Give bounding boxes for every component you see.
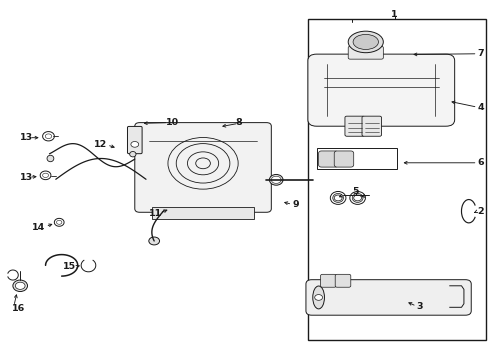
Text: 10: 10 (165, 118, 179, 127)
Text: 3: 3 (416, 302, 422, 311)
Bar (316, 148, 396, 169)
Text: 5: 5 (352, 187, 358, 196)
Ellipse shape (347, 31, 383, 53)
Ellipse shape (269, 175, 283, 185)
Text: 6: 6 (477, 158, 483, 167)
Ellipse shape (47, 155, 54, 162)
Circle shape (15, 282, 25, 289)
Text: 16: 16 (11, 303, 24, 312)
Text: 11: 11 (149, 209, 162, 218)
Circle shape (131, 141, 139, 147)
Ellipse shape (351, 193, 362, 202)
FancyBboxPatch shape (333, 151, 353, 167)
Text: 9: 9 (292, 200, 298, 209)
Text: 12: 12 (94, 140, 107, 149)
FancyBboxPatch shape (347, 46, 383, 59)
FancyBboxPatch shape (305, 280, 470, 315)
Circle shape (333, 195, 341, 201)
Ellipse shape (13, 280, 27, 292)
Bar (307, 19, 485, 339)
Ellipse shape (332, 193, 343, 202)
FancyBboxPatch shape (307, 54, 454, 126)
Ellipse shape (129, 152, 136, 157)
FancyBboxPatch shape (361, 116, 381, 136)
FancyBboxPatch shape (135, 123, 271, 212)
FancyBboxPatch shape (344, 116, 364, 136)
FancyBboxPatch shape (318, 151, 337, 167)
Text: 1: 1 (390, 10, 397, 19)
Text: 2: 2 (477, 207, 483, 216)
Text: 8: 8 (235, 118, 242, 127)
Text: 4: 4 (477, 103, 483, 112)
Circle shape (271, 176, 281, 183)
Text: 13: 13 (20, 133, 33, 142)
FancyBboxPatch shape (127, 126, 142, 154)
Ellipse shape (148, 237, 159, 245)
Ellipse shape (352, 35, 378, 49)
Text: 14: 14 (32, 223, 45, 232)
Text: 7: 7 (477, 49, 483, 58)
Bar (152, 207, 254, 220)
Ellipse shape (312, 286, 324, 309)
Circle shape (314, 294, 322, 300)
Circle shape (353, 195, 361, 201)
FancyBboxPatch shape (320, 274, 335, 287)
Text: 15: 15 (63, 262, 76, 271)
FancyBboxPatch shape (334, 274, 350, 287)
Text: 13: 13 (20, 173, 33, 182)
